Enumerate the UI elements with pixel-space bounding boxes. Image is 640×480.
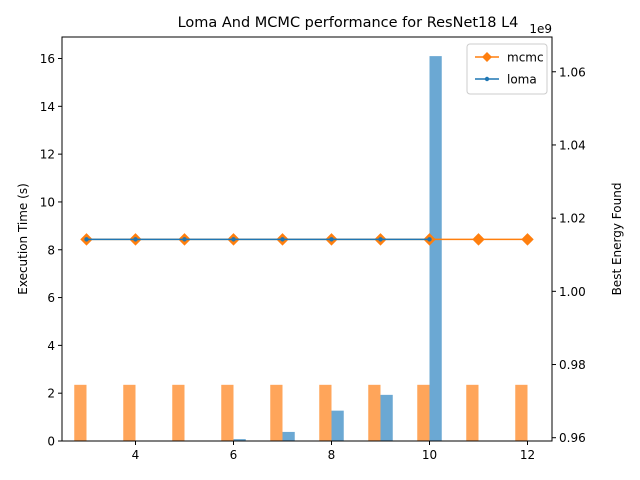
legend-marker (484, 76, 490, 82)
y-tick-label: 4 (47, 339, 55, 353)
legend-marker (482, 52, 492, 62)
y-tick-label: 8 (47, 243, 55, 257)
y-tick-label: 0 (47, 435, 55, 449)
y-tick-label: 2 (47, 387, 55, 401)
y2-tick-label: 1.02 (559, 212, 586, 226)
x-tick-label: 12 (520, 448, 535, 462)
x-tick-label: 6 (230, 448, 238, 462)
mcmc-bar (74, 384, 87, 441)
loma-point (280, 237, 285, 242)
mcmc-bar (123, 384, 136, 441)
legend-label: loma (507, 73, 537, 87)
loma-point (427, 237, 432, 242)
mcmc-bar (221, 384, 234, 441)
y-axis-label: Execution Time (s) (16, 183, 30, 295)
mcmc-bar (466, 384, 479, 441)
x-tick-label: 8 (328, 448, 336, 462)
y2-tick-label: 1.00 (559, 285, 586, 299)
legend-label: mcmc (507, 51, 544, 65)
y2-tick-label: 0.96 (559, 431, 586, 445)
y2-tick-label: 1.04 (559, 138, 586, 152)
mcmc-point (521, 233, 534, 246)
loma-point (231, 237, 236, 242)
bars-layer (74, 56, 528, 442)
y-tick-label: 6 (47, 291, 55, 305)
loma-bar (429, 56, 442, 442)
plot-frame (61, 36, 553, 442)
loma-point (133, 237, 138, 242)
y2-tick-label: 1.06 (559, 65, 586, 79)
mcmc-bar (270, 384, 283, 441)
loma-point (182, 237, 187, 242)
loma-point (329, 237, 334, 242)
mcmc-bar (368, 384, 381, 441)
loma-bar (233, 439, 246, 441)
x-tick-label: 4 (132, 448, 140, 462)
secondary-y-offset-text: 1e9 (529, 22, 552, 36)
y-tick-label: 16 (40, 52, 55, 66)
axes-layer: 4 6 8 10 12 0 2 4 6 8 10 12 14 16 0.96 0.98 1.00 1.02 1.04… (40, 52, 586, 462)
mcmc-bar (417, 384, 430, 441)
x-tick-label: 10 (422, 448, 437, 462)
y-tick-label: 10 (40, 195, 55, 209)
secondary-y-axis-label: Best Energy Found (610, 183, 624, 296)
loma-point (378, 237, 383, 242)
mcmc-bar (319, 384, 332, 441)
mcmc-point (472, 233, 485, 246)
loma-point (84, 237, 89, 242)
y-tick-label: 12 (40, 148, 55, 162)
mcmc-bar (515, 384, 528, 441)
chart-title: Loma And MCMC performance for ResNet18 L… (178, 15, 519, 31)
lines-layer (80, 233, 534, 246)
loma-bar (331, 410, 344, 441)
loma-bar (282, 431, 295, 441)
loma-bar (380, 394, 393, 441)
y-tick-label: 14 (40, 100, 55, 114)
y2-tick-label: 0.98 (559, 358, 586, 372)
mcmc-bar (172, 384, 185, 441)
legend: mcmc loma (466, 43, 548, 95)
